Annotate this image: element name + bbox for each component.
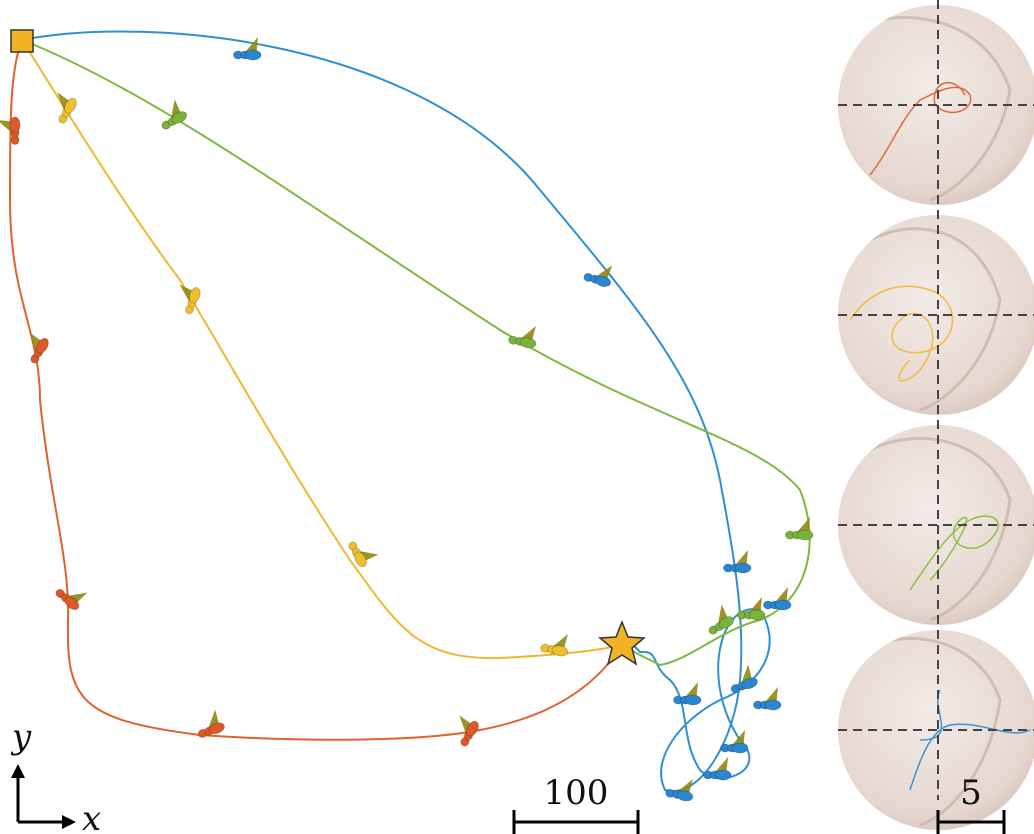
robot [55, 588, 88, 611]
x-axis-label: x [82, 799, 101, 834]
scale-bar-label: 100 [544, 773, 609, 813]
robot [508, 326, 537, 349]
robot-body [594, 275, 612, 287]
robots [0, 37, 814, 802]
robot [753, 687, 782, 711]
coin-insets [838, 5, 1034, 830]
robot-body [36, 337, 49, 354]
green-path [21, 39, 811, 667]
goal-star [598, 619, 646, 666]
yellow-path [21, 39, 623, 660]
robot [737, 597, 766, 621]
robot [703, 757, 732, 781]
robot-body [718, 616, 735, 629]
trajectories [8, 30, 811, 793]
robot [665, 779, 694, 802]
orange-path [8, 39, 623, 741]
robot-body [796, 529, 814, 541]
robot [233, 37, 262, 61]
robot [723, 550, 752, 574]
robot-body [354, 551, 367, 568]
robot [0, 116, 21, 145]
robot [197, 709, 225, 738]
robot [673, 682, 702, 706]
robot [583, 265, 613, 287]
robot [730, 664, 758, 693]
robot-body [519, 337, 537, 349]
robot-body [676, 790, 694, 802]
robot-body [64, 97, 77, 114]
robot [29, 332, 49, 364]
start-square [10, 29, 34, 53]
robot [57, 92, 77, 124]
inset-scale-bar-label: 5 [960, 773, 982, 813]
robot-body [731, 742, 749, 754]
crosshairs [838, 0, 1034, 800]
y-axis-label: y [10, 717, 32, 757]
robot-body [741, 677, 758, 690]
robot [459, 715, 479, 747]
robot [179, 284, 201, 315]
robot-body [64, 596, 80, 611]
robot [540, 634, 569, 657]
robot [785, 517, 814, 541]
robot-body [764, 699, 782, 711]
robot [708, 604, 735, 635]
coin-relief [859, 16, 1012, 827]
inset-scale-bar [936, 810, 1006, 834]
robot-body [188, 287, 201, 304]
robot-body [551, 645, 569, 657]
robot-body [774, 599, 792, 611]
robot-body [466, 720, 479, 737]
robot [161, 99, 188, 130]
robot-body [171, 111, 188, 124]
robot [763, 587, 792, 611]
robot-body [734, 562, 752, 574]
robot-body [244, 49, 262, 61]
robot-body [208, 722, 225, 735]
robot-body [714, 769, 732, 781]
scale-bar [512, 810, 640, 834]
axes-indicator: y x [10, 717, 101, 834]
robot [348, 541, 379, 568]
robot-body [748, 609, 766, 621]
robot [720, 730, 749, 754]
robot-body [684, 694, 702, 706]
robot-body [9, 116, 21, 134]
blue-path [21, 30, 771, 793]
